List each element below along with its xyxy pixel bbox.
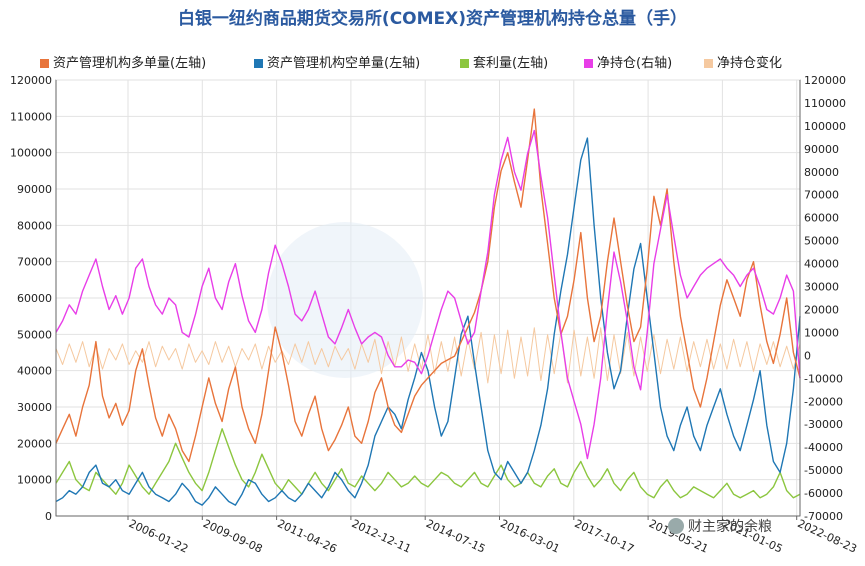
watermark-logo [267,222,423,378]
legend: 资产管理机构多单量(左轴) 资产管理机构空单量(左轴) 套利量(左轴) 净持仓(… [40,52,840,72]
chart-title: 白银一纽约商品期货交易所(COMEX)资产管理机构持仓总量（手） [177,9,688,29]
legend-label-short: 资产管理机构空单量(左轴) [267,56,421,71]
legend-label-long: 资产管理机构多单量(左轴) [53,56,207,71]
legend-item-net[interactable]: 净持仓(右轴) [584,52,672,71]
x-tick-label: 2011-04-26 [275,517,338,556]
right-tick-label: 0 [804,349,811,362]
legend-swatch-long [40,59,49,68]
x-tick-label: 2016-03-01 [498,517,561,556]
right-tick-label: 40000 [804,258,839,271]
right-tick-label: 60000 [804,212,839,225]
right-tick-label: 70000 [804,189,839,202]
legend-item-long[interactable]: 资产管理机构多单量(左轴) [40,52,206,71]
right-tick-label: -20000 [804,395,843,408]
right-tick-label: 30000 [804,281,839,294]
series-line-3 [55,129,801,460]
legend-item-net-change[interactable]: 净持仓变化 [704,52,782,71]
legend-label-spread: 套利量(左轴) [473,56,549,71]
legend-item-short[interactable]: 资产管理机构空单量(左轴) [254,52,420,71]
x-tick-label: 2012-12-11 [350,517,413,556]
watermark-text: 财主家的余粮 [688,519,772,535]
legend-swatch-short [254,59,263,68]
left-tick-label: 40000 [17,365,52,378]
x-tick-label: 2009-09-08 [201,517,264,556]
legend-label-net-change: 净持仓变化 [717,56,783,71]
legend-swatch-net-change [704,59,713,68]
right-tick-label: 10000 [804,326,839,339]
left-tick-label: 60000 [17,292,52,305]
series-line-2 [55,428,801,499]
right-tick-label: 20000 [804,303,839,316]
left-tick-label: 30000 [17,401,52,414]
right-tick-label: 100000 [804,120,846,133]
left-tick-label: 20000 [17,437,52,450]
right-tick-label: 80000 [804,166,839,179]
right-tick-label: 110000 [804,97,846,110]
left-tick-label: 80000 [17,219,52,232]
left-tick-label: 120000 [10,74,52,87]
right-tick-label: 90000 [804,143,839,156]
left-tick-label: 70000 [17,256,52,269]
x-tick-label: 2006-01-22 [127,517,190,556]
left-tick-label: 90000 [17,183,52,196]
legend-item-spread[interactable]: 套利量(左轴) [460,52,548,71]
legend-label-net: 净持仓(右轴) [597,56,673,71]
right-tick-label: -40000 [804,441,843,454]
right-tick-label: -70000 [804,510,843,523]
left-tick-label: 50000 [17,328,52,341]
left-tick-label: 10000 [17,474,52,487]
series-line-0 [55,108,801,463]
wechat-icon [668,518,684,534]
series-line-1 [55,137,801,506]
right-tick-label: -50000 [804,464,843,477]
left-tick-label: 100000 [10,147,52,160]
right-tick-label: -10000 [804,372,843,385]
series-line-4 [55,327,801,384]
right-tick-label: -30000 [804,418,843,431]
watermark: 财主家的余粮 [668,516,772,536]
left-tick-label: 110000 [10,110,52,123]
left-tick-label: 0 [45,510,52,523]
right-tick-label: 120000 [804,74,846,87]
legend-swatch-spread [460,59,469,68]
right-tick-label: -60000 [804,487,843,500]
legend-swatch-net [584,59,593,68]
right-tick-label: 50000 [804,235,839,248]
x-tick-label: 2014-07-15 [424,517,487,556]
x-tick-label: 2017-10-17 [573,517,636,556]
